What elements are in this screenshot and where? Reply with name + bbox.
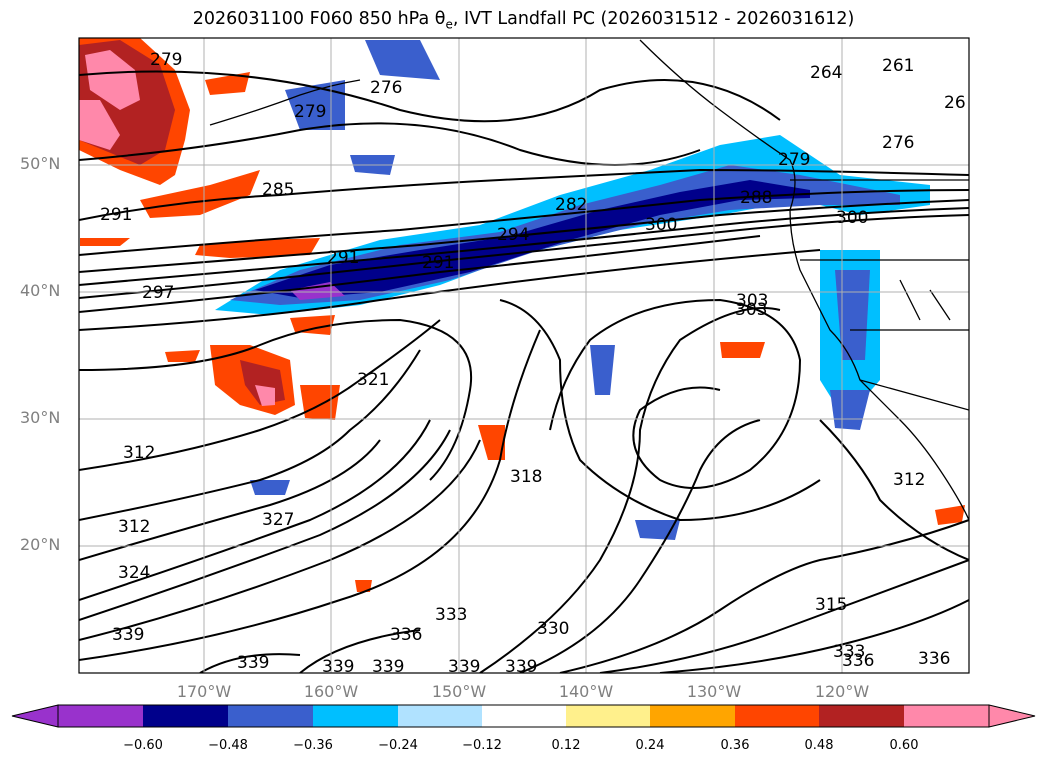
contour-label: 300 xyxy=(836,208,868,228)
contour-label: 288 xyxy=(740,188,772,208)
colorbar-segment xyxy=(58,705,143,727)
colorbar-tick-label: −0.24 xyxy=(378,738,418,753)
contour-label: 291 xyxy=(100,205,132,225)
contour-label: 285 xyxy=(262,180,294,200)
contour-label: 303 xyxy=(736,291,768,311)
colorbar-tick-label: −0.60 xyxy=(123,738,163,753)
contour-label: 312 xyxy=(893,470,925,490)
lon-label: 130°W xyxy=(686,682,742,701)
contour-label: 261 xyxy=(882,56,914,76)
colorbar-segment xyxy=(904,705,989,727)
colorbar-tick-label: 0.36 xyxy=(720,738,750,753)
colorbar-segment xyxy=(819,705,904,727)
colorbar-tick-label: −0.12 xyxy=(462,738,502,753)
lon-label: 150°W xyxy=(431,682,487,701)
contour-label: 339 xyxy=(237,653,269,673)
contour-label: 297 xyxy=(142,283,174,303)
lon-label: 160°W xyxy=(303,682,359,701)
contour-label: 324 xyxy=(118,563,150,583)
colorbar-segment xyxy=(650,705,735,727)
contour-label: 291 xyxy=(327,248,359,268)
contour-label: 276 xyxy=(882,133,914,153)
contour-label: 26 xyxy=(944,93,966,113)
contour-label: 327 xyxy=(262,510,294,530)
colorbar-tick-label: 0.24 xyxy=(635,738,665,753)
contour-label: 333 xyxy=(833,642,865,662)
colorbar-tick-label: 0.48 xyxy=(804,738,834,753)
lat-label: 20°N xyxy=(20,535,61,554)
contour-label: 321 xyxy=(357,370,389,390)
contour-label: 339 xyxy=(372,657,404,677)
contour-label: 315 xyxy=(815,595,847,615)
contour-label: 282 xyxy=(555,195,587,215)
contour-label: 339 xyxy=(112,625,144,645)
contour-label: 264 xyxy=(810,63,842,83)
contour-label: 300 xyxy=(645,215,677,235)
contour-label: 336 xyxy=(842,651,874,671)
contour-label: 294 xyxy=(497,225,529,245)
contour-label: 336 xyxy=(918,649,950,669)
plot-frame xyxy=(78,37,970,674)
colorbar-segment xyxy=(566,705,650,727)
colorbar-tick-label: −0.48 xyxy=(208,738,248,753)
lon-label: 170°W xyxy=(176,682,232,701)
map-title: 2026031100 F060 850 hPa θe, IVT Landfall… xyxy=(192,9,855,32)
colorbar-tick-label: 0.60 xyxy=(889,738,919,753)
contour-label: 276 xyxy=(370,78,402,98)
colorbar-segment xyxy=(143,705,228,727)
colorbar-extend-low xyxy=(11,704,59,728)
contour-label: 279 xyxy=(294,102,326,122)
lat-label: 30°N xyxy=(20,408,61,427)
contour-label: 339 xyxy=(448,657,480,677)
contour-label: 330 xyxy=(537,619,569,639)
contour-label: 279 xyxy=(150,50,182,70)
contour-label: 312 xyxy=(118,517,150,537)
gridlines xyxy=(79,38,969,673)
contour-label: 333 xyxy=(435,605,467,625)
lat-label: 50°N xyxy=(20,154,61,173)
negative-anomaly-band xyxy=(215,40,930,540)
colorbar-segment xyxy=(735,705,819,727)
contour-labels: 279 276 279 264 261 26 276 279 291 285 2… xyxy=(100,50,966,677)
contour-label: 291 xyxy=(422,253,454,273)
coastlines xyxy=(209,39,969,521)
colorbar-segment xyxy=(228,705,313,727)
lon-label: 140°W xyxy=(558,682,614,701)
contour-label: 336 xyxy=(390,625,422,645)
colorbar-extend-high xyxy=(988,704,1036,728)
contour-label: 339 xyxy=(322,657,354,677)
contour-label: 279 xyxy=(778,150,810,170)
colorbar xyxy=(11,704,1036,728)
colorbar-tick-label: −0.36 xyxy=(293,738,333,753)
contour-label: 339 xyxy=(505,657,537,677)
contour-label: 318 xyxy=(510,467,542,487)
colorbar-tick-label: 0.12 xyxy=(551,738,581,753)
colorbar-segment xyxy=(482,705,566,727)
lon-label: 120°W xyxy=(814,682,870,701)
lat-label: 40°N xyxy=(20,281,61,300)
colorbar-segment xyxy=(398,705,482,727)
contour-label: 303 xyxy=(735,300,767,320)
colorbar-segment xyxy=(313,705,398,727)
contour-label: 312 xyxy=(123,443,155,463)
